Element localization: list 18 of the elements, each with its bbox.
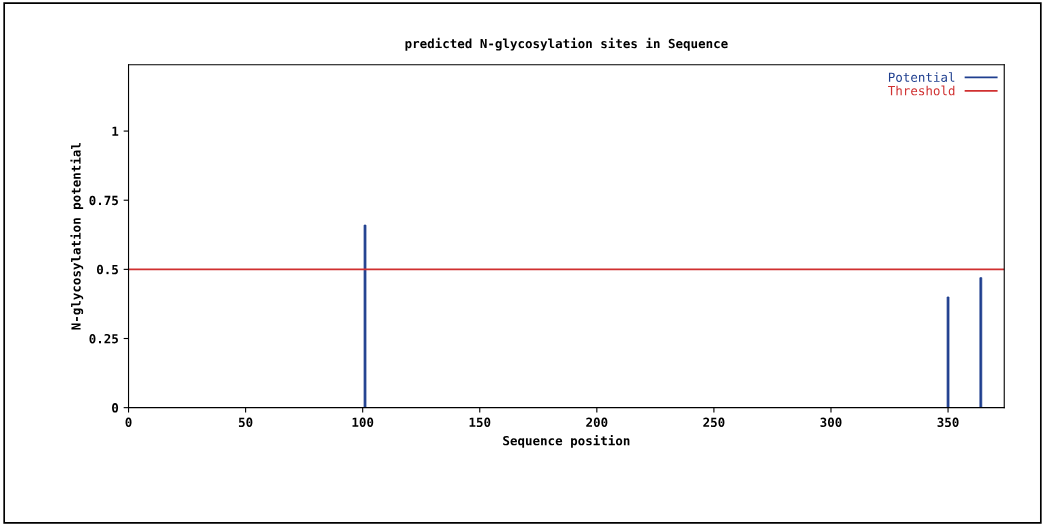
y-axis-title: N-glycosylation potential [70,142,84,330]
y-tick-label: 0 [112,403,119,413]
x-tick-label: 150 [469,417,491,428]
chart-title: predicted N-glycosylation sites in Sequence [405,37,728,51]
x-tick-label: 100 [352,417,374,428]
y-tick-label: 0.75 [89,195,118,206]
x-axis-title: Sequence position [503,435,630,448]
x-tick-label: 300 [820,417,842,428]
y-tick-label: 0.25 [89,333,118,344]
x-tick-label: 50 [238,417,253,428]
legend-label: Threshold [888,85,955,96]
x-tick-label: 350 [937,417,959,428]
x-tick-label: 250 [703,417,725,428]
y-tick-label: 1 [112,126,119,136]
legend-label: Potential [888,72,955,82]
y-tick-label: 0.5 [96,264,118,275]
x-tick-label: 200 [586,417,608,428]
x-tick-label: 0 [125,417,132,428]
